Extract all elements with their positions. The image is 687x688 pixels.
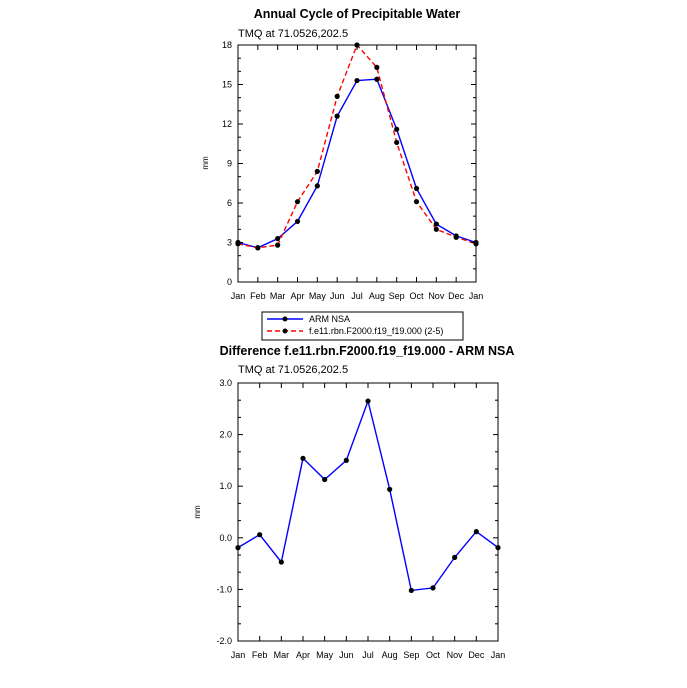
plot-frame: [237, 382, 499, 642]
x-tick-label: Oct: [426, 650, 441, 660]
y-tick-label: 3.0: [219, 378, 232, 388]
y-tick-label: 15: [222, 80, 232, 90]
x-tick-label: Mar: [274, 650, 290, 660]
data-point: [257, 532, 263, 538]
x-tick-label: Jan: [469, 291, 484, 301]
y-axis-label: mm: [193, 505, 202, 519]
chart-difference: Difference f.e11.rbn.F2000.f19_f19.000 -…: [193, 344, 514, 660]
y-tick-label: 18: [222, 40, 232, 50]
data-point: [374, 76, 380, 82]
data-point: [294, 218, 301, 225]
x-tick-label: Feb: [252, 650, 268, 660]
x-tick-label: Dec: [448, 291, 465, 301]
y-axis-label: mm: [201, 156, 210, 170]
y-tick-label: 1.0: [219, 481, 232, 491]
legend-box: [261, 311, 464, 341]
data-point: [343, 457, 349, 463]
y-tick-label: 0.0: [219, 533, 232, 543]
data-point: [387, 486, 393, 492]
x-tick-label: Aug: [382, 650, 398, 660]
x-tick-label: Jul: [362, 650, 374, 660]
data-point: [300, 455, 306, 461]
legend-label-arm-nsa: ARM NSA: [309, 314, 350, 324]
chart-annual-cycle: Annual Cycle of Precipitable Water TMQ a…: [201, 7, 483, 301]
data-point: [275, 242, 281, 248]
chart-title: Difference f.e11.rbn.F2000.f19_f19.000 -…: [220, 344, 515, 358]
data-point: [374, 64, 380, 70]
x-tick-label: Jun: [339, 650, 354, 660]
x-tick-label: Nov: [447, 650, 464, 660]
y-tick-label: 6: [227, 198, 232, 208]
series-line-1: [237, 78, 477, 249]
x-tick-label: May: [309, 291, 327, 301]
data-point: [322, 476, 328, 483]
y-tick-label: -2.0: [216, 636, 232, 646]
data-point: [408, 587, 414, 594]
x-tick-label: Mar: [270, 291, 286, 301]
data-point: [394, 126, 400, 132]
legend-label-model: f.e11.rbn.F2000.f19_f19.000 (2-5): [309, 326, 443, 336]
x-tick-label: Dec: [468, 650, 485, 660]
data-point: [354, 77, 360, 84]
series-line-1: [237, 398, 499, 592]
data-point: [433, 226, 439, 232]
y-tick-label: 12: [222, 119, 232, 129]
data-point: [413, 199, 420, 205]
y-tick-label: 9: [227, 159, 232, 169]
plot-frame: [237, 44, 477, 283]
x-tick-label: Apr: [296, 650, 310, 660]
legend-marker-model: [282, 328, 288, 334]
x-tick-label: Feb: [250, 291, 266, 301]
x-tick-label: Oct: [409, 291, 424, 301]
x-tick-label: Jul: [351, 291, 363, 301]
legend: ARM NSA f.e11.rbn.F2000.f19_f19.000 (2-5…: [261, 311, 464, 341]
chart-subtitle: TMQ at 71.0526,202.5: [238, 28, 348, 40]
data-point: [394, 139, 400, 146]
y-tick-label: 3: [227, 238, 232, 248]
chart-title: Annual Cycle of Precipitable Water: [254, 7, 461, 21]
series-line-2: [237, 43, 477, 249]
data-point: [365, 398, 371, 404]
data-point: [278, 559, 284, 565]
x-tick-label: May: [316, 650, 334, 660]
data-point: [334, 113, 340, 119]
data-point: [452, 554, 458, 561]
x-tick-label: Nov: [428, 291, 445, 301]
x-tick-label: Sep: [389, 291, 405, 301]
x-tick-label: Apr: [290, 291, 304, 301]
data-point: [430, 585, 436, 591]
y-tick-label: 2.0: [219, 430, 232, 440]
data-point: [294, 199, 301, 205]
y-tick-label: -1.0: [216, 584, 232, 594]
x-tick-label: Jun: [330, 291, 345, 301]
data-point: [453, 234, 459, 240]
data-point: [314, 168, 320, 174]
x-tick-label: Jan: [491, 650, 506, 660]
data-point: [255, 245, 261, 251]
data-point: [314, 183, 320, 189]
data-point: [275, 235, 281, 242]
x-tick-label: Sep: [403, 650, 419, 660]
data-point: [334, 93, 340, 99]
x-tick-label: Jan: [231, 291, 246, 301]
data-point: [413, 185, 420, 192]
chart-subtitle: TMQ at 71.0526,202.5: [238, 364, 348, 376]
data-point: [433, 221, 439, 227]
legend-marker-arm-nsa: [282, 316, 288, 322]
x-tick-label: Aug: [369, 291, 385, 301]
data-point: [473, 529, 479, 535]
y-tick-label: 0: [227, 277, 232, 287]
x-tick-label: Jan: [231, 650, 246, 660]
